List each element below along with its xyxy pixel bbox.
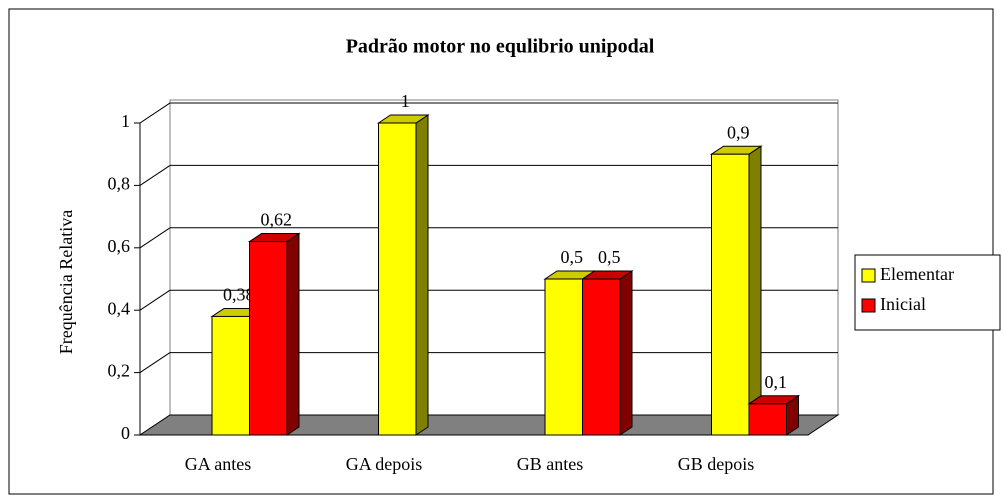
grid-line xyxy=(139,289,171,311)
x-tick-label: GB depois xyxy=(678,454,755,474)
side-wall xyxy=(139,102,171,436)
bar xyxy=(378,122,417,436)
bar xyxy=(211,315,250,436)
data-label: 1 xyxy=(401,91,410,111)
legend-label: Elementar xyxy=(880,264,954,284)
bar xyxy=(249,241,288,436)
grid-line xyxy=(139,352,171,374)
bar-side xyxy=(619,270,633,436)
bar xyxy=(582,278,621,436)
grid-line xyxy=(139,227,171,249)
legend-swatch xyxy=(861,268,876,283)
bar xyxy=(544,278,583,436)
data-label: 0,62 xyxy=(261,210,293,230)
bar xyxy=(711,153,750,436)
y-tick-label: 0 xyxy=(121,423,130,443)
bar-side xyxy=(286,232,300,436)
data-label: 0,5 xyxy=(561,247,584,267)
legend-label: Inicial xyxy=(880,294,926,314)
bar-side xyxy=(415,114,429,436)
chart-title: Padrão motor no equlibrio unipodal xyxy=(346,36,655,58)
y-tick-label: 0,6 xyxy=(108,236,131,256)
y-tick-label: 0,2 xyxy=(108,361,131,381)
y-tick-label: 0,8 xyxy=(108,174,131,194)
grid-line xyxy=(139,102,171,124)
y-tick-label: 0,4 xyxy=(108,298,131,318)
data-label: 0,5 xyxy=(598,247,621,267)
data-label: 0,38 xyxy=(223,285,255,305)
y-tick-label: 1 xyxy=(121,111,130,131)
legend xyxy=(854,254,1001,331)
bar xyxy=(748,403,787,436)
data-label: 0,1 xyxy=(765,372,788,392)
x-tick-label: GA depois xyxy=(346,454,423,474)
y-axis-label: Frequência Relativa xyxy=(56,210,76,354)
data-label: 0,9 xyxy=(727,122,750,142)
x-tick-label: GA antes xyxy=(185,454,252,474)
bar-side xyxy=(748,145,762,436)
grid-line xyxy=(139,164,171,186)
legend-swatch xyxy=(861,298,876,313)
x-tick-label: GB antes xyxy=(517,454,584,474)
